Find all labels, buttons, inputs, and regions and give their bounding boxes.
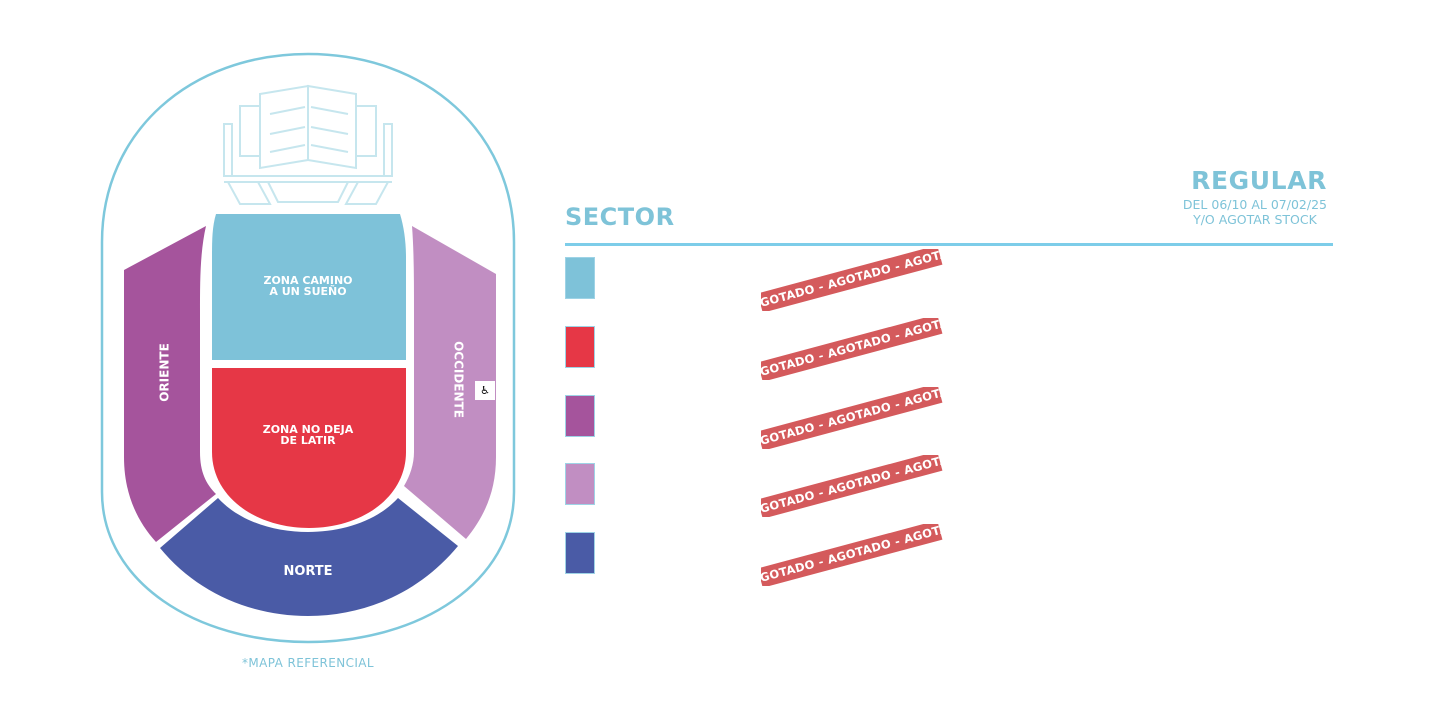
sold-out-label: GOTADO - AGOTADO - AGOTADO bbox=[761, 318, 943, 380]
zone-latir-label[interactable]: ZONA NO DEJA DE LATIR bbox=[215, 424, 401, 446]
sold-out-label: GOTADO - AGOTADO - AGOTADO bbox=[761, 249, 943, 311]
table-row: GOTADO - AGOTADO - AGOTADO bbox=[565, 318, 1335, 380]
sector-color-swatch bbox=[565, 532, 595, 574]
sold-out-band: GOTADO - AGOTADO - AGOTADO bbox=[761, 318, 943, 380]
zone-latir-label-line2: DE LATIR bbox=[280, 434, 336, 447]
regular-title: REGULAR bbox=[1191, 166, 1327, 195]
zone-oriente-label[interactable]: ORIENTE bbox=[157, 343, 172, 402]
sold-out-band: GOTADO - AGOTADO - AGOTADO bbox=[761, 455, 943, 517]
sector-color-swatch bbox=[565, 395, 595, 437]
zone-camino bbox=[212, 214, 406, 360]
regular-stock-note: Y/O AGOTAR STOCK bbox=[1193, 212, 1317, 227]
zone-latir bbox=[212, 368, 406, 528]
seating-map: ZONA CAMINO A UN SUEÑO ZONA NO DEJA DE L… bbox=[100, 52, 516, 646]
sold-out-band: GOTADO - AGOTADO - AGOTADO bbox=[761, 387, 943, 449]
regular-header: REGULAR DEL 06/10 AL 07/02/25 Y/O AGOTAR… bbox=[1183, 165, 1327, 227]
zone-norte-label[interactable]: NORTE bbox=[283, 564, 333, 579]
zone-camino-label[interactable]: ZONA CAMINO A UN SUEÑO bbox=[215, 275, 401, 297]
header-divider bbox=[565, 243, 1333, 246]
table-row: GOTADO - AGOTADO - AGOTADO bbox=[565, 524, 1335, 586]
zone-oriente bbox=[124, 226, 216, 542]
stage-icon bbox=[223, 84, 393, 205]
zone-norte bbox=[160, 498, 458, 616]
zone-occidente-label[interactable]: OCCIDENTE bbox=[451, 341, 466, 418]
sector-header: SECTOR bbox=[565, 203, 675, 231]
sold-out-label: GOTADO - AGOTADO - AGOTADO bbox=[761, 455, 943, 517]
sector-color-swatch bbox=[565, 257, 595, 299]
sold-out-label: GOTADO - AGOTADO - AGOTADO bbox=[761, 524, 943, 586]
sold-out-band: GOTADO - AGOTADO - AGOTADO bbox=[761, 249, 943, 311]
zone-camino-label-line1: ZONA CAMINO bbox=[263, 274, 353, 287]
sector-color-swatch bbox=[565, 326, 595, 368]
regular-dates: DEL 06/10 AL 07/02/25 bbox=[1182, 197, 1327, 212]
sold-out-band: GOTADO - AGOTADO - AGOTADO bbox=[761, 524, 943, 586]
zone-latir-label-line1: ZONA NO DEJA bbox=[262, 423, 354, 436]
venue-outline bbox=[100, 52, 516, 644]
zone-camino-label-line2: A UN SUEÑO bbox=[269, 285, 347, 298]
wheelchair-icon: ♿ bbox=[475, 381, 495, 400]
sector-color-swatch bbox=[565, 463, 595, 505]
table-row: GOTADO - AGOTADO - AGOTADO bbox=[565, 387, 1335, 449]
sold-out-label: GOTADO - AGOTADO - AGOTADO bbox=[761, 387, 943, 449]
zone-occidente bbox=[404, 226, 496, 539]
map-disclaimer: *MAPA REFERENCIAL bbox=[242, 656, 374, 670]
table-row: GOTADO - AGOTADO - AGOTADO bbox=[565, 249, 1335, 311]
table-row: GOTADO - AGOTADO - AGOTADO bbox=[565, 455, 1335, 517]
